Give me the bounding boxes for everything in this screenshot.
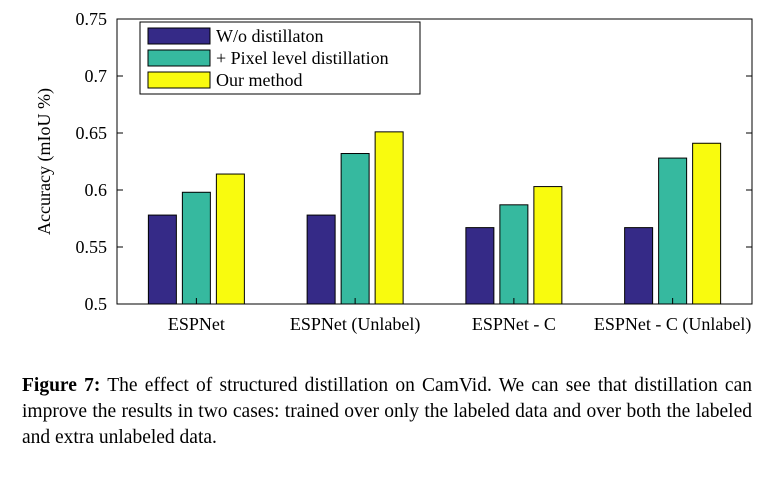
bar-1-4 — [624, 227, 654, 305]
legend-label: + Pixel level distillation — [216, 48, 389, 68]
x-tick-label: ESPNet - C — [472, 314, 556, 334]
figure-caption: Figure 7: The effect of structured disti… — [22, 373, 752, 451]
y-axis: 0.5 0.55 0.6 0.65 0.7 0.75 — [76, 9, 752, 314]
plot-area-frame — [116, 18, 753, 305]
bar-2-1 — [181, 191, 211, 305]
y-tick-label: 0.75 — [76, 9, 108, 29]
x-tick-label: ESPNet (Unlabel) — [290, 314, 420, 335]
x-tick-label: ESPNet — [168, 314, 225, 334]
legend-swatch — [147, 49, 211, 67]
bar-1-2 — [306, 214, 336, 305]
y-tick-label: 0.65 — [76, 123, 108, 143]
y-tick-label: 0.55 — [76, 237, 108, 257]
legend-label: Our method — [216, 70, 302, 90]
bar-2-2 — [340, 153, 370, 305]
legend-swatch — [147, 71, 211, 89]
bar-2-4 — [658, 157, 688, 305]
legend-label: W/o distillaton — [216, 26, 324, 46]
legend-swatch — [147, 27, 211, 45]
y-tick-label: 0.5 — [85, 294, 108, 314]
bar-chart: 0.5 0.55 0.6 0.65 0.7 0.75 ESPNet ESPNet (Unla… — [34, 9, 753, 335]
bar-2-3 — [499, 204, 529, 305]
caption-label: Figure 7: — [22, 375, 101, 396]
bar-1-1 — [147, 214, 177, 305]
bar-3-3 — [533, 186, 563, 305]
legend: W/o distillaton+ Pixel level distillatio… — [139, 21, 421, 95]
caption-text: The effect of structured distillation on… — [22, 375, 752, 448]
bar-3-1 — [215, 173, 245, 305]
bars — [147, 131, 722, 305]
bar-1-3 — [465, 227, 495, 305]
x-axis: ESPNet ESPNet (Unlabel) ESPNet - C ESPNet -… — [168, 298, 751, 335]
bar-3-4 — [692, 142, 722, 305]
y-tick-label: 0.6 — [85, 180, 108, 200]
bar-3-2 — [374, 131, 404, 305]
x-tick-label: ESPNet - C (Unlabel) — [594, 314, 751, 335]
y-tick-label: 0.7 — [85, 66, 108, 86]
y-axis-label: Accuracy (mIoU %) — [34, 88, 55, 235]
